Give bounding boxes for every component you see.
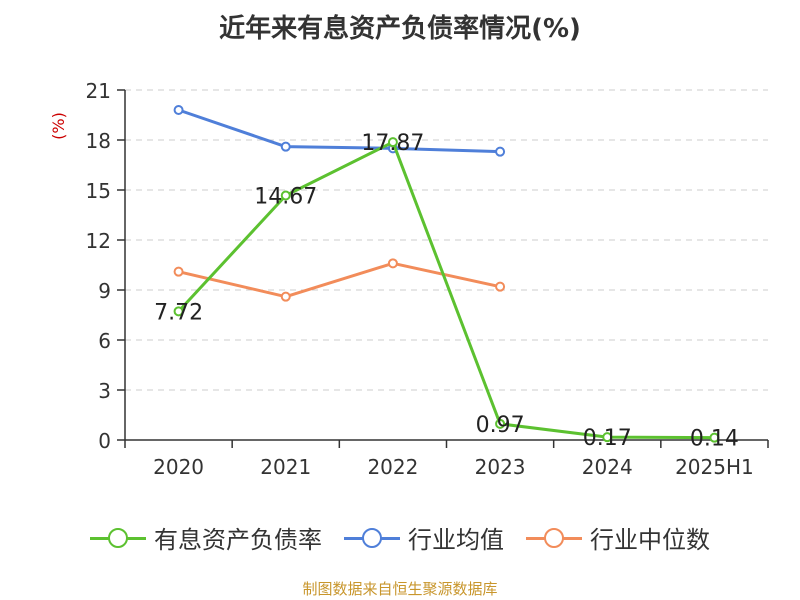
x-tick-label: 2020 — [153, 455, 204, 479]
x-tick-label: 2022 — [367, 455, 418, 479]
legend-label: 有息资产负债率 — [154, 526, 322, 554]
data-point — [173, 105, 184, 115]
tick-labels: 0 3 6 9 12 15 18 21 2020 2021 2022 2023 2024 2025H1 — [86, 79, 754, 479]
data-point — [709, 432, 720, 443]
data-label: 17.87 — [361, 131, 424, 156]
legend-marker-icon — [526, 527, 582, 548]
data-point — [495, 146, 506, 157]
x-tick-label: 2024 — [582, 455, 633, 479]
legend-dot — [362, 527, 382, 548]
legend-item-industry-median[interactable]: 行业中位数 — [526, 520, 710, 555]
y-tick-label: 3 — [98, 379, 111, 403]
x-tick-label: 2025H1 — [675, 455, 754, 479]
data-point — [387, 137, 398, 148]
axes — [117, 89, 769, 448]
data-labels: 7.72 14.67 17.87 0.97 0.17 0.14 — [154, 131, 739, 452]
y-tick-label: 0 — [98, 429, 111, 453]
series-line — [177, 140, 715, 440]
x-tick-label: 2023 — [475, 455, 526, 479]
y-tick-label: 18 — [86, 129, 111, 153]
series-group — [173, 105, 720, 443]
series-line — [178, 108, 501, 154]
data-label: 0.17 — [583, 426, 632, 451]
data-point — [602, 432, 613, 443]
legend-marker-icon — [90, 527, 146, 548]
y-tick-label: 12 — [86, 229, 111, 253]
legend-dot — [108, 527, 128, 548]
data-point — [495, 281, 506, 292]
legend-label: 行业均值 — [408, 526, 504, 554]
data-label: 0.14 — [690, 427, 739, 452]
legend-item-debt-ratio[interactable]: 有息资产负债率 — [90, 520, 322, 555]
legend-marker-icon — [344, 527, 400, 548]
y-tick-label: 15 — [86, 179, 111, 203]
data-point — [173, 266, 184, 277]
data-point — [495, 418, 506, 429]
data-point — [280, 291, 291, 302]
data-point — [387, 258, 398, 269]
legend-dot — [544, 527, 564, 548]
data-label: 7.72 — [154, 300, 203, 325]
y-tick-label: 21 — [86, 79, 111, 103]
data-point — [280, 141, 291, 152]
x-tick-label: 2021 — [260, 455, 311, 479]
y-tick-label: 6 — [98, 329, 111, 353]
legend: 有息资产负债率 行业均值 行业中位数 — [0, 520, 800, 555]
y-axis-label: (%) — [49, 112, 68, 140]
data-point — [173, 306, 184, 317]
data-point — [280, 190, 291, 201]
data-label: 0.97 — [476, 413, 525, 438]
legend-label: 行业中位数 — [590, 526, 710, 554]
chart-title: 近年来有息资产负债率情况(%) — [219, 14, 581, 44]
data-label: 14.67 — [254, 185, 317, 210]
grid-lines — [125, 89, 768, 391]
y-tick-label: 9 — [98, 279, 111, 303]
legend-item-industry-mean[interactable]: 行业均值 — [344, 520, 504, 555]
source-note: 制图数据来自恒生聚源数据库 — [302, 580, 498, 598]
series-line — [178, 261, 501, 299]
